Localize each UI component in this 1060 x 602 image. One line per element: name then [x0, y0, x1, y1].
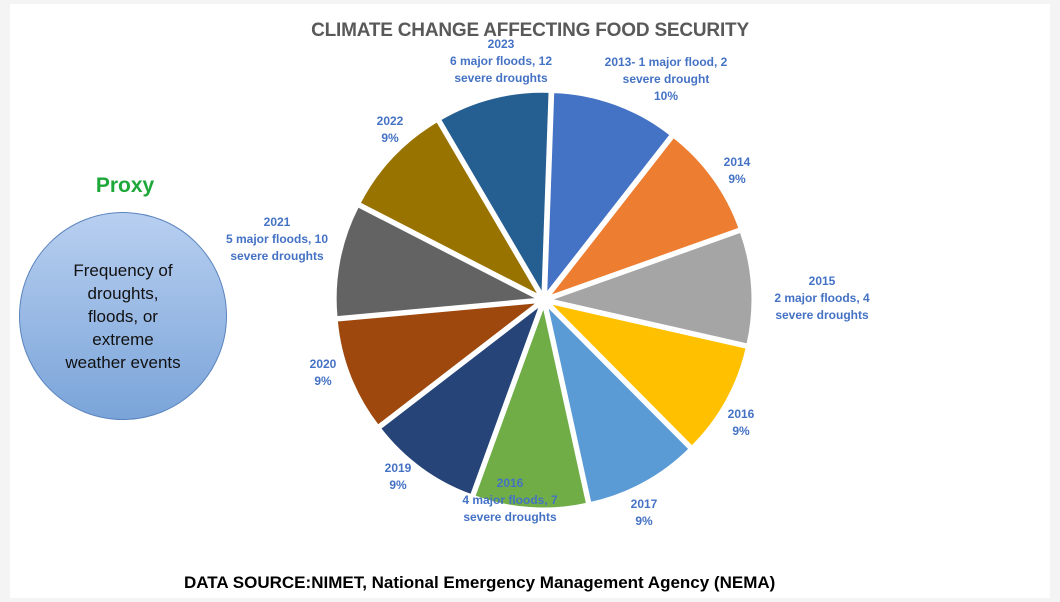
slice-label-line: 2 major floods, 4 — [774, 291, 870, 305]
pie-slice-2014 — [549, 137, 740, 297]
proxy-circle: Frequency of droughts, floods, or extrem… — [19, 212, 227, 420]
slice-label-2017: 2017 9% — [631, 497, 658, 528]
pie-slice-2023 — [440, 91, 550, 294]
pie-slice-2018 — [474, 306, 588, 509]
proxy-text: Frequency of droughts, floods, or extrem… — [48, 259, 198, 374]
slice-label-line: 9% — [635, 514, 653, 528]
pie-slice-2015 — [550, 231, 753, 345]
slice-label-2019: 2019 9% — [385, 461, 412, 492]
slice-label-line: severe droughts — [454, 71, 548, 85]
pie-slice-2020 — [336, 302, 539, 426]
slice-label-line: 2016 — [497, 476, 524, 490]
slice-label-line: 4 major floods, 7 — [462, 493, 558, 507]
slice-label-2015: 2015 2 major floods, 4 severe droughts — [774, 274, 870, 322]
data-source: DATA SOURCE:NIMET, National Emergency Ma… — [184, 573, 775, 593]
pie-slice-2017 — [546, 305, 690, 503]
slice-label-2013: 2013- 1 major flood, 2 severe drought 10% — [605, 55, 728, 103]
slice-label-line: 2019 — [385, 461, 412, 475]
pie-slice-2021 — [335, 206, 538, 318]
proxy-line: Frequency of — [73, 260, 173, 280]
slice-label-line: 2022 — [377, 114, 404, 128]
data-source-text: NIMET, National Emergency Management Age… — [311, 573, 776, 592]
slice-label-line: 9% — [314, 374, 332, 388]
data-source-label: DATA SOURCE: — [184, 573, 312, 592]
slice-label-2018: 2016 4 major floods, 7 severe droughts — [462, 476, 558, 524]
slice-label-line: 10% — [654, 89, 678, 103]
slice-label-line: severe droughts — [463, 510, 557, 524]
slice-label-line: 2013- 1 major flood, 2 — [605, 55, 728, 69]
proxy-heading: Proxy — [95, 174, 155, 197]
slice-label-line: 2021 — [264, 215, 291, 229]
slice-label-line: severe drought — [623, 72, 710, 86]
slice-label-2021: 2021 5 major floods, 10 severe droughts — [226, 215, 328, 263]
slice-label-line: 2020 — [310, 357, 337, 371]
slice-label-line: 6 major floods, 12 — [450, 54, 552, 68]
proxy-line: droughts, — [87, 283, 159, 303]
slice-label-line: 9% — [732, 424, 750, 438]
slice-label-line: severe droughts — [230, 249, 324, 263]
slice-label-2023: 2023 6 major floods, 12 severe droughts — [450, 37, 552, 85]
slice-label-2022: 2022 9% — [377, 114, 404, 145]
slice-label-line: 2023 — [488, 37, 515, 51]
slice-label-line: 2014 — [724, 155, 751, 169]
chart-title: CLIMATE CHANGE AFFECTING FOOD SECURITY — [311, 20, 749, 41]
proxy-line: extreme — [92, 329, 154, 349]
slice-label-line: 2017 — [631, 497, 658, 511]
proxy-line: weather events — [65, 352, 181, 372]
slice-label-2016: 2016 9% — [728, 407, 755, 438]
slice-label-2020: 2020 9% — [310, 357, 337, 388]
slice-label-line: 9% — [389, 478, 407, 492]
slice-label-line: 5 major floods, 10 — [226, 232, 328, 246]
slice-label-line: severe droughts — [775, 308, 869, 322]
pie-slice-2013 — [546, 92, 671, 295]
slice-label-line: 2015 — [809, 274, 836, 288]
proxy-line: floods, or — [88, 306, 158, 326]
slice-label-line: 2016 — [728, 407, 755, 421]
slice-label-line: 9% — [381, 131, 399, 145]
pie-slice-2019 — [380, 305, 541, 496]
pie-slice-2022 — [359, 121, 540, 296]
pie-slice-2016 — [549, 303, 747, 447]
slice-label-2014: 2014 9% — [724, 155, 751, 186]
slice-label-line: 9% — [728, 172, 746, 186]
